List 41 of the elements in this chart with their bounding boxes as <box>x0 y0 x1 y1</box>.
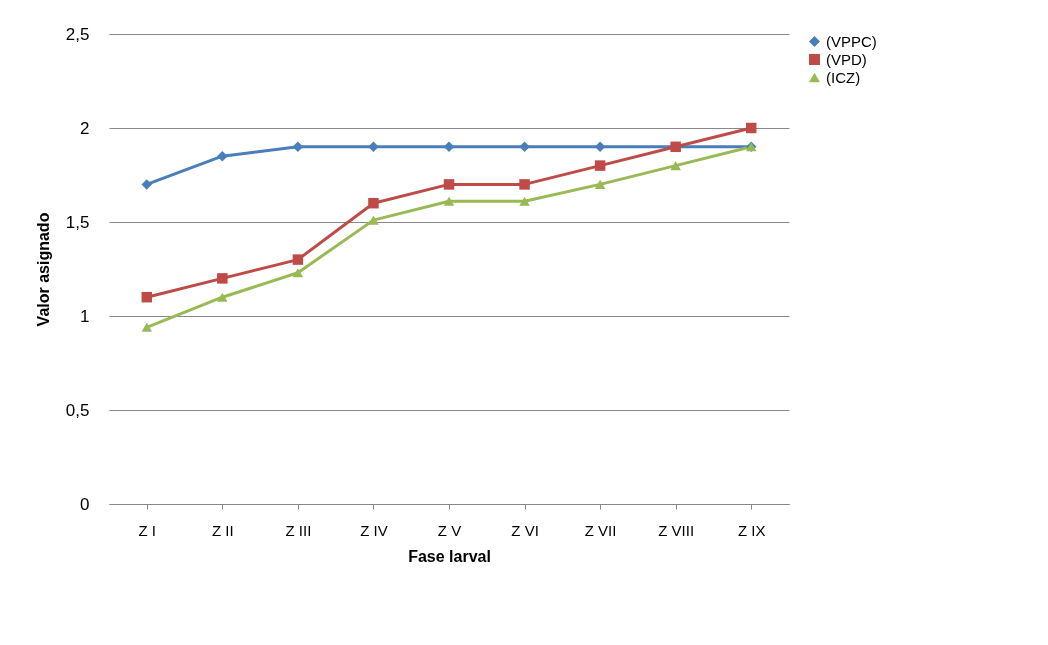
point <box>217 150 228 162</box>
point <box>443 196 455 206</box>
y-tick-label: 1 <box>80 306 90 326</box>
point <box>745 122 757 134</box>
x-tick-label: Z IV <box>360 521 388 539</box>
x-tick-label: Z VII <box>584 521 617 539</box>
point <box>141 179 153 190</box>
point <box>368 215 379 225</box>
y-tick-label: 0,5 <box>65 400 90 420</box>
point <box>217 273 228 284</box>
y-tick-label: 0 <box>80 494 90 514</box>
point <box>519 179 530 190</box>
x-tick-label: Z I <box>138 521 157 539</box>
point <box>594 160 606 171</box>
point <box>292 254 304 265</box>
x-tick-label: Z V <box>437 521 462 539</box>
x-tick-label: Z II <box>212 521 234 539</box>
point <box>594 179 606 189</box>
y-tick-label: 1,5 <box>65 212 90 232</box>
point <box>519 196 530 206</box>
point <box>292 268 304 278</box>
y-tick-label: 2 <box>80 118 90 138</box>
x-tick-label: Z VIII <box>658 521 695 539</box>
point <box>443 179 455 190</box>
point <box>670 161 681 171</box>
point <box>519 141 530 153</box>
y-tick-label: 2,5 <box>65 24 90 44</box>
point <box>368 141 379 153</box>
x-axis-title: Fase larval <box>408 547 491 565</box>
point <box>443 141 455 153</box>
point <box>217 292 228 302</box>
legend-label: (VPD) <box>826 50 867 68</box>
point <box>141 322 153 332</box>
y-axis-title: Valor asignado <box>34 212 52 327</box>
point <box>368 197 379 209</box>
point <box>141 291 153 303</box>
x-tick-label: Z VI <box>511 521 539 539</box>
legend-label: (VPPC) <box>826 32 877 50</box>
x-tick-label: Z III <box>285 521 312 539</box>
x-tick-label: Z IX <box>737 521 766 539</box>
legend-label: (ICZ) <box>826 68 861 86</box>
